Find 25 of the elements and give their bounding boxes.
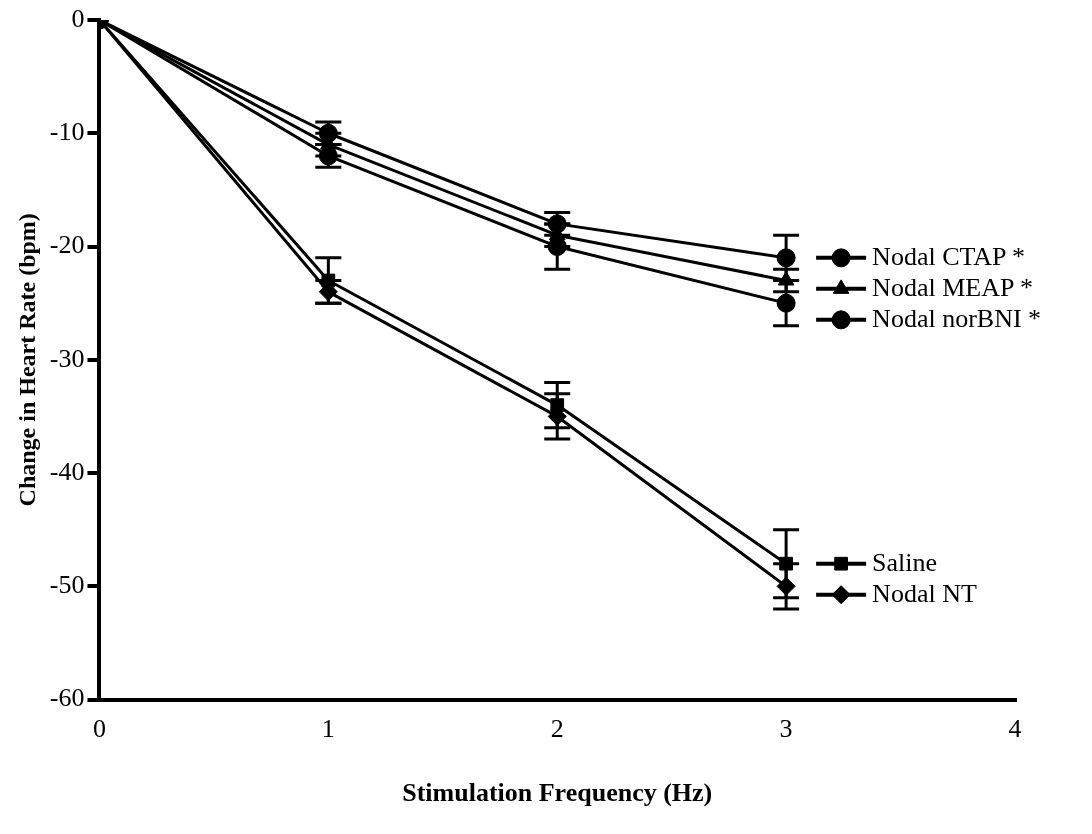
- legend-label: Nodal NT: [872, 578, 977, 608]
- x-tick-label: 2: [550, 714, 564, 744]
- point: [777, 271, 795, 286]
- point: [776, 293, 796, 313]
- y-tick-label: -20: [49, 230, 85, 260]
- y-tick-label: -40: [49, 456, 85, 486]
- y-axis-title: Change in Heart Rate (bpm): [13, 213, 40, 507]
- y-tick-label: 0: [71, 3, 85, 33]
- point: [547, 237, 567, 257]
- y-tick-label: -60: [49, 683, 85, 713]
- y-tick-label: -50: [49, 570, 85, 600]
- legend-label: Saline: [872, 547, 938, 577]
- x-tick-label: 4: [1008, 714, 1022, 744]
- legend-label: Nodal norBNI *: [872, 303, 1042, 333]
- point: [776, 248, 796, 268]
- legend-label: Nodal CTAP *: [872, 241, 1026, 271]
- y-tick-label: -10: [49, 117, 85, 147]
- legend-label: Nodal MEAP *: [872, 272, 1033, 302]
- y-tick-label: -30: [49, 343, 85, 373]
- x-tick-label: 3: [779, 714, 793, 744]
- point: [779, 556, 793, 571]
- x-tick-label: 1: [321, 714, 335, 744]
- x-tick-label: 0: [92, 714, 106, 744]
- point: [776, 576, 796, 596]
- x-axis-title: Stimulation Frequency (Hz): [402, 778, 713, 808]
